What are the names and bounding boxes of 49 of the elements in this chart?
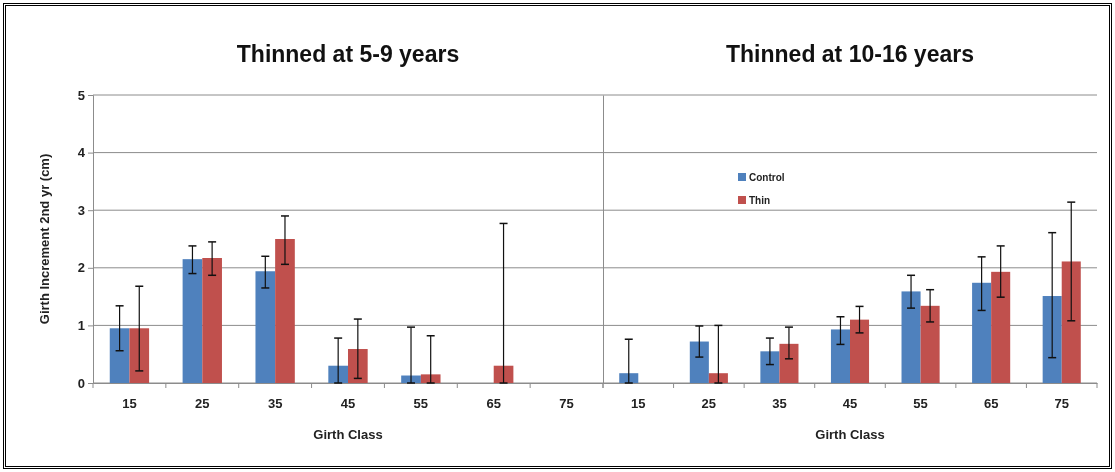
bar [850,319,870,383]
bar [129,328,150,383]
y-tick-label: 5 [77,87,85,103]
bar [920,305,940,383]
x-tick-label: 15 [122,396,137,412]
bar [972,282,992,383]
x-tick-label: 35 [267,396,283,412]
legend-label: Control [749,172,785,183]
chart-title: Thinned at 5-9 years [236,41,460,67]
x-axis-title: Girth Class [313,427,383,442]
bar [901,291,921,383]
x-tick-label: 65 [983,396,999,412]
bar [420,374,441,383]
chart-title: Thinned at 10-16 years [726,41,974,67]
bar [991,271,1011,383]
x-tick-label: 35 [772,396,787,412]
bar [202,258,222,383]
y-tick-label: 3 [77,202,85,218]
bar [255,271,276,383]
bar [275,239,295,383]
bar [1061,261,1081,383]
bar [1042,296,1062,383]
bar [328,365,348,383]
x-tick-label: 55 [413,396,429,412]
bar [348,349,368,383]
x-tick-label: 45 [340,396,356,412]
x-tick-label: 25 [195,396,210,412]
y-axis-title: Girth Increment 2nd yr (cm) [37,153,52,325]
y-tick-label: 4 [77,145,86,161]
x-tick-label: 55 [913,396,928,412]
x-tick-label: 65 [486,396,501,412]
y-tick-label: 2 [77,260,85,276]
y-tick-label: 1 [77,318,85,334]
x-tick-label: 25 [701,396,717,412]
legend-label: Thin [749,195,771,206]
bar [689,341,709,383]
x-tick-label: 75 [1054,396,1069,412]
bar [779,343,799,383]
bar [109,328,130,383]
x-tick-label: 75 [559,396,574,412]
x-tick-label: 45 [842,396,858,412]
bar [708,373,728,383]
x-tick-label: 15 [631,396,646,412]
bar [619,373,639,383]
bar [830,329,850,383]
y-tick-label: 0 [77,375,85,391]
x-axis-title: Girth Class [815,427,885,442]
bar [182,259,203,383]
bar [760,351,780,383]
